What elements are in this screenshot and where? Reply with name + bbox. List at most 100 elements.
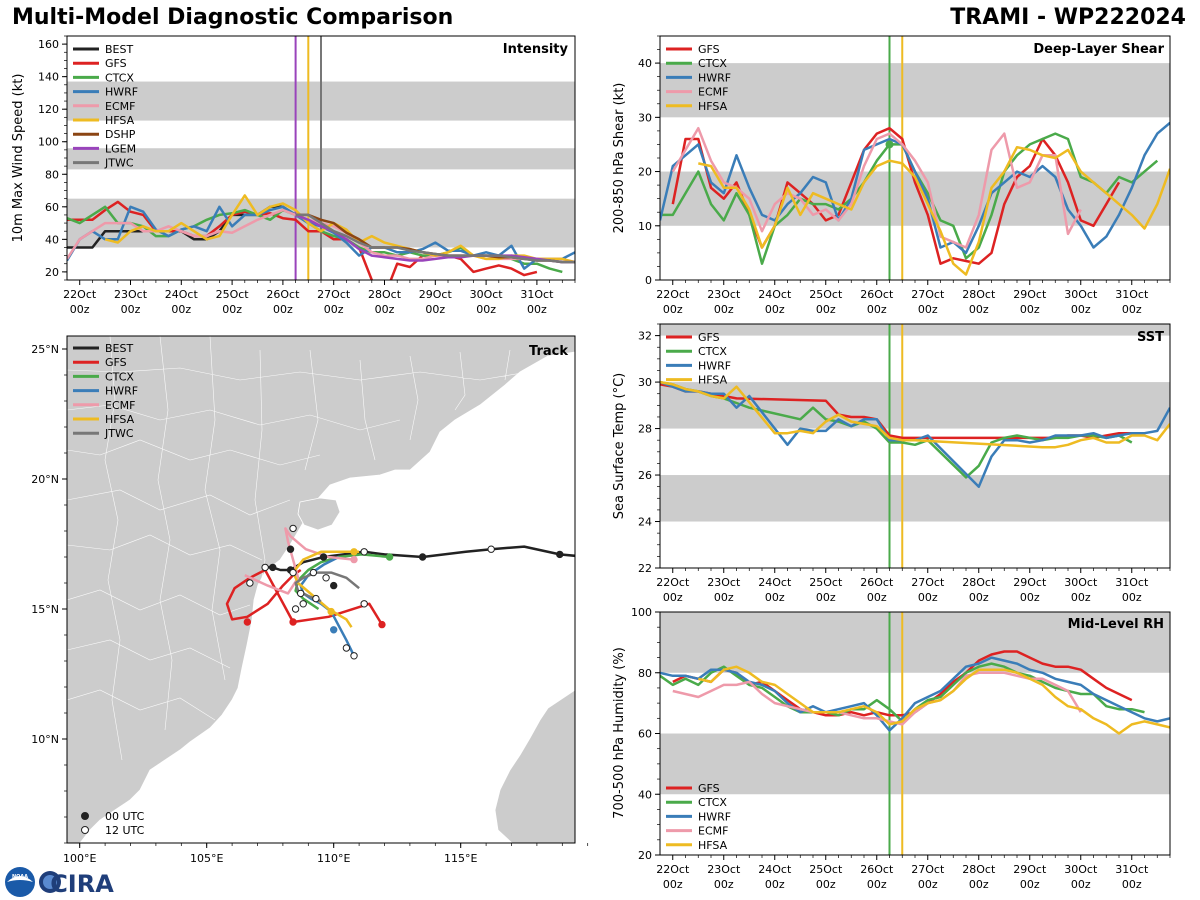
intensity-panel: 20 40 60 80 100 120 140 160 22Oct 00z 23Oct 00z 24O… <box>11 35 576 316</box>
track-legend-label-hfsa: HFSA <box>105 413 135 426</box>
intensity-line-jtwc <box>295 213 575 264</box>
intensity-xtick-date: 22Oct <box>63 288 97 301</box>
track-xtick-label: 110°E <box>317 852 350 865</box>
sst-xtick-date: 24Oct <box>758 576 792 589</box>
rh-xtick-date: 29Oct <box>1013 863 1047 876</box>
intensity-xtick-hour: 00z <box>527 303 547 316</box>
shear-legend-label-hwrf: HWRF <box>698 71 731 84</box>
sst-band-0 <box>660 475 1170 522</box>
track-point <box>350 555 358 564</box>
rh-vlines <box>888 612 904 855</box>
track-legend-label-hwrf: HWRF <box>105 385 138 398</box>
cira-logo: CIRA <box>39 870 114 898</box>
intensity-line-lgem <box>295 213 575 264</box>
track-panel: 100°E 105°E 110°E 115°E 10°N 15°N 20°N 25°N Tra… <box>31 335 589 865</box>
track-point <box>418 553 427 561</box>
rh-band-1 <box>660 612 1170 673</box>
logo-group: NOAA CIRA <box>5 867 114 898</box>
track-point <box>286 545 295 553</box>
track-point <box>378 620 386 629</box>
shear-title: Deep-Layer Shear <box>1033 42 1164 57</box>
track-point <box>487 545 495 553</box>
track-point <box>556 550 564 559</box>
noaa-logo: NOAA <box>5 867 35 897</box>
rh-line-ecmf <box>672 671 1082 726</box>
track-line-ctcx <box>294 553 390 611</box>
sst-xtick-hour: 00z <box>1122 591 1142 604</box>
sst-band-1 <box>660 382 1170 429</box>
intensity-xtick-date: 24Oct <box>165 288 199 301</box>
track-xtick-label: 105°E <box>190 852 223 865</box>
shear-yticks: 0 10 20 30 40 <box>638 35 660 287</box>
track-point <box>291 605 300 613</box>
track-line-jtwc <box>294 571 360 603</box>
sst-xtick-date: 30Oct <box>1064 576 1098 589</box>
sst-ytick-label: 26 <box>638 469 652 482</box>
intensity-xtick-hour: 00z <box>121 303 141 316</box>
track-point <box>243 618 252 626</box>
shear-xtick-hour: 00z <box>765 303 785 316</box>
track-point <box>350 652 358 660</box>
rh-xticks: 22Oct 00z 23Oct 00z 24Oct 00z 25Oct 00z 26Oct 00z… <box>656 855 1171 891</box>
rh-xtick-hour: 00z <box>1020 878 1040 891</box>
intensity-xtick-hour: 00z <box>375 303 395 316</box>
intensity-ytick-label: 120 <box>38 103 59 116</box>
intensity-xtick-hour: 00z <box>171 303 191 316</box>
intensity-yticks: 20 40 60 80 100 120 140 160 <box>38 35 67 281</box>
track-point <box>330 581 338 590</box>
rh-yticks: 20 40 60 80 100 <box>631 606 660 862</box>
shear-xtick-hour: 00z <box>1071 303 1091 316</box>
rh-ytick-label: 80 <box>638 667 652 680</box>
shear-xtick-date: 27Oct <box>911 288 945 301</box>
shear-xtick-date: 30Oct <box>1064 288 1098 301</box>
intensity-xtick-date: 28Oct <box>368 288 402 301</box>
rh-title: Mid-Level RH <box>1068 617 1164 632</box>
sst-bands <box>660 324 1170 522</box>
track-ytick-label: 15°N <box>31 603 59 616</box>
land-luzon <box>494 689 575 843</box>
rh-ytick-label: 20 <box>638 849 652 862</box>
rh-xtick-date: 25Oct <box>809 863 843 876</box>
intensity-xtick-hour: 00z <box>476 303 496 316</box>
marker-legend-symbol <box>81 812 89 820</box>
track-point <box>350 548 358 556</box>
intensity-ytick-label: 80 <box>45 168 59 181</box>
shear-xtick-hour: 00z <box>1020 303 1040 316</box>
sst-xticks: 22Oct 00z 23Oct 00z 24Oct 00z 25Oct 00z 26Oct 00z… <box>656 568 1171 604</box>
rh-line-hwrf <box>660 656 1170 732</box>
shear-xtick-date: 29Oct <box>1013 288 1047 301</box>
shear-legend-label-ctcx: CTCX <box>698 57 727 70</box>
sst-xtick-hour: 00z <box>918 591 938 604</box>
intensity-line-hfsa <box>104 194 575 264</box>
rh-legend-label-ctcx: CTCX <box>698 796 727 809</box>
land-group <box>67 336 575 843</box>
track-point <box>312 594 320 603</box>
sst-xtick-hour: 00z <box>969 591 989 604</box>
shear-ylabel: 200-850 hPa Shear (kt) <box>612 83 627 234</box>
intensity-legend-label-hfsa: HFSA <box>105 114 135 127</box>
rh-legend-label-hfsa: HFSA <box>698 839 728 852</box>
shear-ytick-label: 10 <box>638 220 652 233</box>
track-point <box>269 563 277 572</box>
intensity-xtick-date: 31Oct <box>520 288 554 301</box>
rh-legend-label-ecmf: ECMF <box>698 825 728 838</box>
rh-line-hfsa <box>698 665 1170 735</box>
rh-xtick-hour: 00z <box>1071 878 1091 891</box>
rh-bands <box>660 612 1170 795</box>
track-frame <box>66 335 576 844</box>
intensity-legend-label-gfs: GFS <box>105 57 127 70</box>
sst-ytick-label: 32 <box>638 330 652 343</box>
sst-yticks: 22 24 26 28 30 32 <box>638 323 660 575</box>
shear-xtick-hour: 00z <box>714 303 734 316</box>
shear-ytick-label: 40 <box>638 57 652 70</box>
rh-xtick-date: 23Oct <box>707 863 741 876</box>
intensity-ylabel: 10m Max Wind Speed (kt) <box>11 74 26 243</box>
shear-xticks: 22Oct 00z 23Oct 00z 24Oct 00z 25Oct 00z 26Oct 00z… <box>656 280 1171 316</box>
intensity-ytick-label: 100 <box>38 136 59 149</box>
sst-legend-label-hwrf: HWRF <box>698 359 731 372</box>
